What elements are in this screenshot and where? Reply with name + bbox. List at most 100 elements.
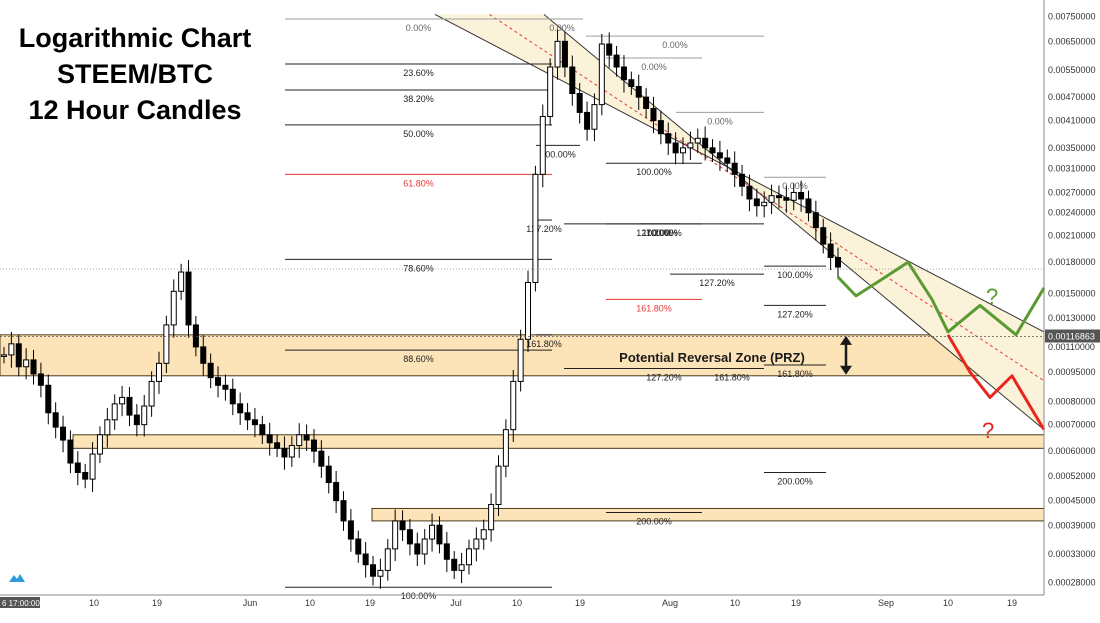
y-tick-label: 0.00650000	[1048, 36, 1096, 46]
y-tick-label: 0.00180000	[1048, 257, 1096, 267]
candle-body	[539, 115, 546, 175]
y-tick-label: 0.00045000	[1048, 496, 1096, 506]
candle-body	[333, 482, 340, 502]
candle-body	[827, 243, 834, 258]
candle-body	[377, 569, 384, 577]
candle-body	[657, 120, 664, 135]
candle-body	[414, 543, 421, 555]
y-tick-label: 0.00750000	[1048, 12, 1096, 22]
candle-body	[192, 324, 199, 348]
fib-level-label: 23.60%	[403, 68, 434, 78]
projection-green-path	[836, 260, 1046, 337]
candle-body	[753, 198, 760, 207]
candle-body	[510, 380, 517, 431]
fib-level-label: 78.60%	[403, 263, 434, 273]
current-price-label: 0.00116863	[1048, 332, 1095, 342]
candle-body	[163, 324, 170, 364]
candle-body	[60, 426, 67, 441]
candle-body	[185, 271, 192, 326]
candle-body	[739, 173, 746, 187]
candle-body	[74, 462, 81, 474]
candle-body	[768, 195, 775, 203]
candle-body	[96, 434, 103, 455]
y-tick-label: 0.00060000	[1048, 446, 1096, 456]
candle-body	[303, 434, 310, 441]
y-tick-label: 0.00080000	[1048, 397, 1096, 407]
x-tick-label: 10	[943, 598, 953, 608]
candle-body	[384, 548, 391, 571]
y-tick-label: 0.00070000	[1048, 420, 1096, 430]
fib-level-label: 0.00%	[662, 40, 688, 50]
candle-body	[716, 152, 723, 159]
y-tick-label: 0.00210000	[1048, 231, 1096, 241]
candle-body	[8, 343, 15, 356]
candle-body	[310, 439, 317, 452]
fib-level-label: 161.80%	[714, 373, 750, 383]
candle-body	[296, 434, 303, 447]
candle-body	[133, 414, 140, 426]
candle-body	[23, 359, 30, 368]
fib-level-label: 127.20%	[699, 278, 735, 288]
x-tick-label: 19	[152, 598, 162, 608]
fib-level-label: 161.80%	[636, 303, 672, 313]
candle-body	[606, 43, 613, 56]
fib-level-label: 127.20%	[646, 373, 682, 383]
candle-body	[495, 465, 502, 506]
candle-body	[554, 40, 561, 68]
candle-body	[37, 373, 44, 386]
candle-body	[458, 564, 465, 571]
candle-body	[731, 162, 738, 175]
tradingview-logo-icon	[9, 574, 25, 582]
candle-body	[215, 377, 222, 386]
question-mark-bullish: ?	[986, 284, 998, 309]
candle-body	[207, 362, 214, 379]
candle-body	[517, 338, 524, 382]
x-tick-label: 19	[1007, 598, 1017, 608]
fib-level-label: 88.60%	[403, 354, 434, 364]
candle-body	[598, 43, 605, 106]
y-tick-label: 0.00028000	[1048, 577, 1096, 587]
x-tick-label: Jun	[243, 598, 258, 608]
y-tick-label: 0.00410000	[1048, 116, 1096, 126]
candle-body	[274, 442, 281, 449]
candle-body	[406, 529, 413, 545]
candle-body	[1, 354, 7, 357]
candle-body	[355, 538, 362, 555]
candle-body	[525, 281, 532, 340]
candle-body	[473, 538, 480, 550]
candle-body	[222, 384, 229, 390]
candle-body	[251, 419, 258, 426]
candle-body	[89, 453, 96, 480]
channel-mid-line	[489, 14, 1045, 382]
candle-body	[318, 450, 325, 467]
candle-body	[650, 107, 657, 122]
candle-body	[591, 104, 598, 130]
candle-body	[126, 396, 133, 416]
candle-body	[288, 445, 295, 458]
x-tick-label: 6 17:00:00	[2, 599, 40, 608]
candle-body	[237, 403, 244, 414]
fib-level-label: 100.00%	[540, 149, 576, 159]
fib-level-label: 100.00%	[642, 228, 678, 238]
y-tick-label: 0.00270000	[1048, 187, 1096, 197]
fib-level-label: 38.20%	[403, 94, 434, 104]
candle-body	[709, 147, 716, 154]
candle-body	[584, 111, 591, 130]
fib-level-label: 50.00%	[403, 129, 434, 139]
candle-body	[266, 434, 273, 444]
candle-body	[820, 227, 827, 245]
candle-body	[370, 564, 377, 577]
candle-body	[104, 419, 111, 436]
candle-body	[392, 520, 399, 550]
candle-body	[347, 520, 354, 540]
candle-body	[746, 185, 753, 200]
chart-title: Logarithmic Chart STEEM/BTC 12 Hour Cand…	[0, 20, 270, 128]
x-tick-label: Aug	[662, 598, 678, 608]
fib-level-label: 100.00%	[636, 167, 672, 177]
x-start-marker	[0, 597, 40, 608]
x-tick-label: 10	[89, 598, 99, 608]
candle-body	[680, 147, 687, 154]
candle-body	[178, 271, 185, 292]
candle-body	[775, 195, 782, 199]
